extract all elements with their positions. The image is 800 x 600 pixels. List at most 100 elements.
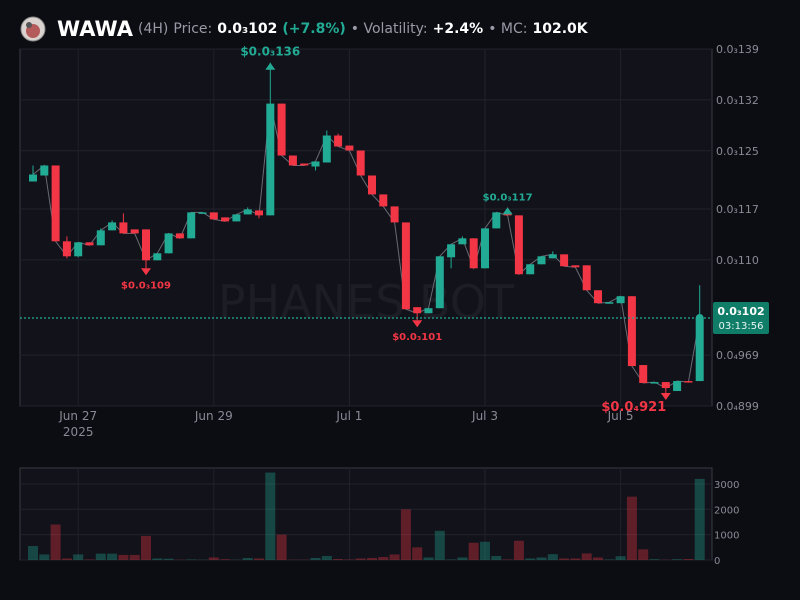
token-icon <box>20 16 46 42</box>
volume-bar <box>378 556 389 560</box>
volume-bar <box>446 559 457 560</box>
price-label: Price: <box>173 21 213 37</box>
interval: (4H) <box>138 21 169 37</box>
y-tick-label: 0.0₃110 <box>716 254 759 267</box>
candle-body <box>661 382 670 389</box>
candle-body <box>537 256 546 265</box>
price-panel <box>19 48 713 407</box>
y-tick-label: 0.0₃117 <box>716 203 759 216</box>
volume-bar <box>638 549 649 560</box>
candle-body <box>503 212 512 216</box>
candle-body <box>435 256 444 309</box>
icon-eye <box>26 22 32 28</box>
candle-body <box>209 212 218 220</box>
y-tick-label: 0.0₄899 <box>716 400 759 413</box>
candle-body <box>175 233 184 239</box>
volume-bar <box>626 496 637 560</box>
candle-body <box>639 365 648 384</box>
volume-bar <box>84 559 95 560</box>
x-year-label: 2025 <box>63 425 94 439</box>
candle-body <box>356 150 365 176</box>
candle-body <box>526 264 535 275</box>
volume-bar <box>208 557 219 560</box>
volume-bar <box>547 554 558 560</box>
volume-panel <box>19 467 713 561</box>
market-cap: 102.0K <box>532 21 588 37</box>
candle-body <box>311 161 320 167</box>
price-tag-countdown: 03:13:56 <box>719 321 764 332</box>
volume-bar <box>95 553 106 560</box>
volume-tick-label: 0 <box>714 556 720 567</box>
candle-body <box>605 302 614 304</box>
candle-body <box>108 222 117 231</box>
volume-bar <box>118 554 129 560</box>
annotation-label: $0.0₃136 <box>240 45 300 59</box>
candle-body <box>288 155 297 166</box>
watermark: PHANES BOT <box>218 275 515 329</box>
volume-bar <box>672 559 683 560</box>
x-tick-label: Jun 27 <box>58 409 97 423</box>
price-tag-price: 0.0₃102 <box>717 305 764 318</box>
candle-body <box>164 233 173 254</box>
candle-body <box>514 215 523 275</box>
symbol: WAWA <box>57 17 134 41</box>
candle-body <box>85 242 94 246</box>
volume-bar <box>50 524 61 560</box>
candle-body <box>29 174 37 182</box>
candle-body <box>243 209 252 215</box>
candle-body <box>300 163 309 166</box>
volume-bar <box>107 553 118 560</box>
candle-body <box>379 194 388 207</box>
volume-bar <box>593 557 603 560</box>
volume-bar <box>355 558 366 560</box>
candle-body <box>345 145 354 151</box>
volume-bar <box>163 558 174 560</box>
candle-body <box>198 212 207 214</box>
close-line <box>32 103 701 389</box>
volume-bar <box>265 472 276 560</box>
volume-bar <box>480 541 490 560</box>
candle-body <box>548 254 557 259</box>
candle-body <box>232 214 241 222</box>
header: WAWA (4H) Price: 0.0₃102 (+7.8%) • Volat… <box>20 14 588 44</box>
y-tick-label: 0.0₃125 <box>716 145 759 158</box>
candle-body <box>413 307 422 314</box>
candle-body <box>458 238 467 245</box>
volume-bar <box>513 540 524 560</box>
annotation-arrow <box>141 268 151 276</box>
volume-bar <box>536 557 547 560</box>
volume-bar <box>559 558 570 560</box>
candle-body <box>650 382 659 384</box>
annotation-arrow <box>265 62 276 70</box>
price-tag-bg <box>713 302 769 335</box>
volume-bar <box>254 558 264 560</box>
x-tick-label: Jul 3 <box>471 409 498 423</box>
volume-bar <box>525 558 536 560</box>
candle-body <box>119 222 128 234</box>
candle-body <box>74 242 83 257</box>
volume-bar <box>152 558 163 560</box>
candle-body <box>368 175 376 195</box>
volume-bar <box>276 534 287 560</box>
volume-bar <box>28 546 38 560</box>
volume-bar <box>694 478 705 560</box>
volume-tick-label: 1000 <box>714 531 739 542</box>
volume-bar <box>683 558 694 560</box>
candle-body <box>62 241 71 257</box>
candle-body <box>582 265 591 291</box>
volume-bar <box>468 542 479 560</box>
candle-body <box>684 381 693 383</box>
annotation-label: $0.0₄921 <box>601 400 666 415</box>
candle-body <box>51 165 60 242</box>
volume-bar <box>141 535 151 560</box>
annotation-arrow <box>502 207 513 215</box>
volume-tick-label: 2000 <box>714 505 739 516</box>
annotation-label: $0.0₃117 <box>483 192 533 203</box>
candle-body <box>40 165 49 176</box>
volume-tick-label: 3000 <box>714 480 739 491</box>
volume-bar <box>412 547 423 560</box>
volume-bar <box>367 557 377 560</box>
y-tick-label: 0.0₃139 <box>716 43 759 56</box>
annotation-label: $0.0₃101 <box>392 332 442 343</box>
